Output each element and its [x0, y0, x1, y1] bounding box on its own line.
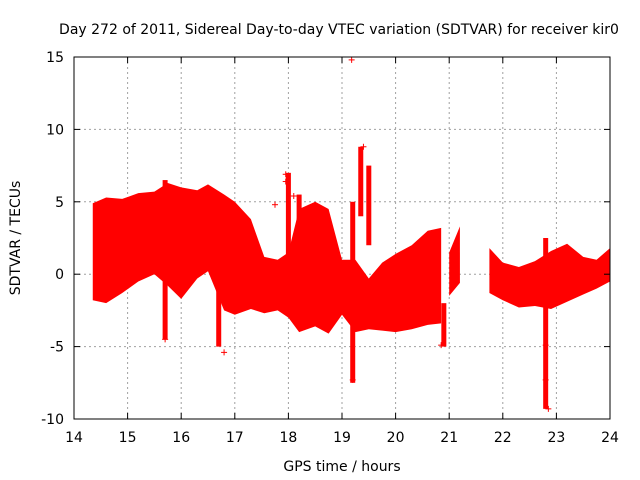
axis-ticks: 14 15 16 17 18 19 20 21 22 23 24 -10 -5 0 5 10 15	[41, 50, 619, 446]
data-point	[221, 349, 228, 356]
data-spike	[441, 303, 447, 347]
data-point	[542, 376, 549, 383]
data-band-late	[489, 243, 610, 309]
data-point	[545, 405, 552, 412]
data-series	[92, 56, 610, 412]
data-band-21h	[449, 226, 460, 296]
x-tick-label: 22	[494, 430, 512, 446]
data-spike	[543, 238, 549, 409]
data-point	[542, 342, 549, 349]
y-tick-label: 5	[55, 195, 64, 211]
x-tick-label: 21	[440, 430, 458, 446]
data-point	[348, 56, 355, 63]
y-tick-label: 0	[55, 267, 64, 283]
data-point	[282, 178, 289, 185]
y-axis-title: SDTVAR / TECUs	[8, 181, 24, 296]
x-tick-label: 24	[601, 430, 619, 446]
data-spike	[350, 201, 356, 383]
x-tick-label: 14	[65, 430, 83, 446]
x-tick-label: 15	[119, 430, 137, 446]
chart-title: Day 272 of 2011, Sidereal Day-to-day VTE…	[59, 22, 619, 38]
data-point	[272, 201, 278, 208]
y-tick-label: 10	[46, 122, 64, 138]
data-point	[290, 193, 297, 200]
x-tick-label: 16	[172, 430, 190, 446]
data-spike	[285, 172, 291, 289]
data-spike	[216, 194, 222, 347]
x-tick-label: 23	[547, 430, 565, 446]
data-spike	[162, 180, 168, 340]
x-tick-label: 19	[333, 430, 351, 446]
x-tick-label: 18	[279, 430, 297, 446]
data-spike	[366, 165, 372, 246]
data-point	[438, 342, 445, 349]
y-tick-label: -10	[41, 412, 64, 428]
x-axis-title: GPS time / hours	[283, 459, 400, 475]
data-spike	[358, 146, 364, 217]
y-tick-label: -5	[50, 340, 64, 356]
x-tick-label: 17	[226, 430, 244, 446]
data-band-main	[92, 182, 442, 334]
data-point	[349, 376, 356, 383]
data-point	[162, 336, 169, 343]
y-tick-label: 15	[46, 50, 64, 66]
data-spike	[296, 194, 302, 260]
x-tick-label: 20	[387, 430, 405, 446]
data-point	[360, 143, 367, 150]
data-point	[282, 171, 289, 178]
